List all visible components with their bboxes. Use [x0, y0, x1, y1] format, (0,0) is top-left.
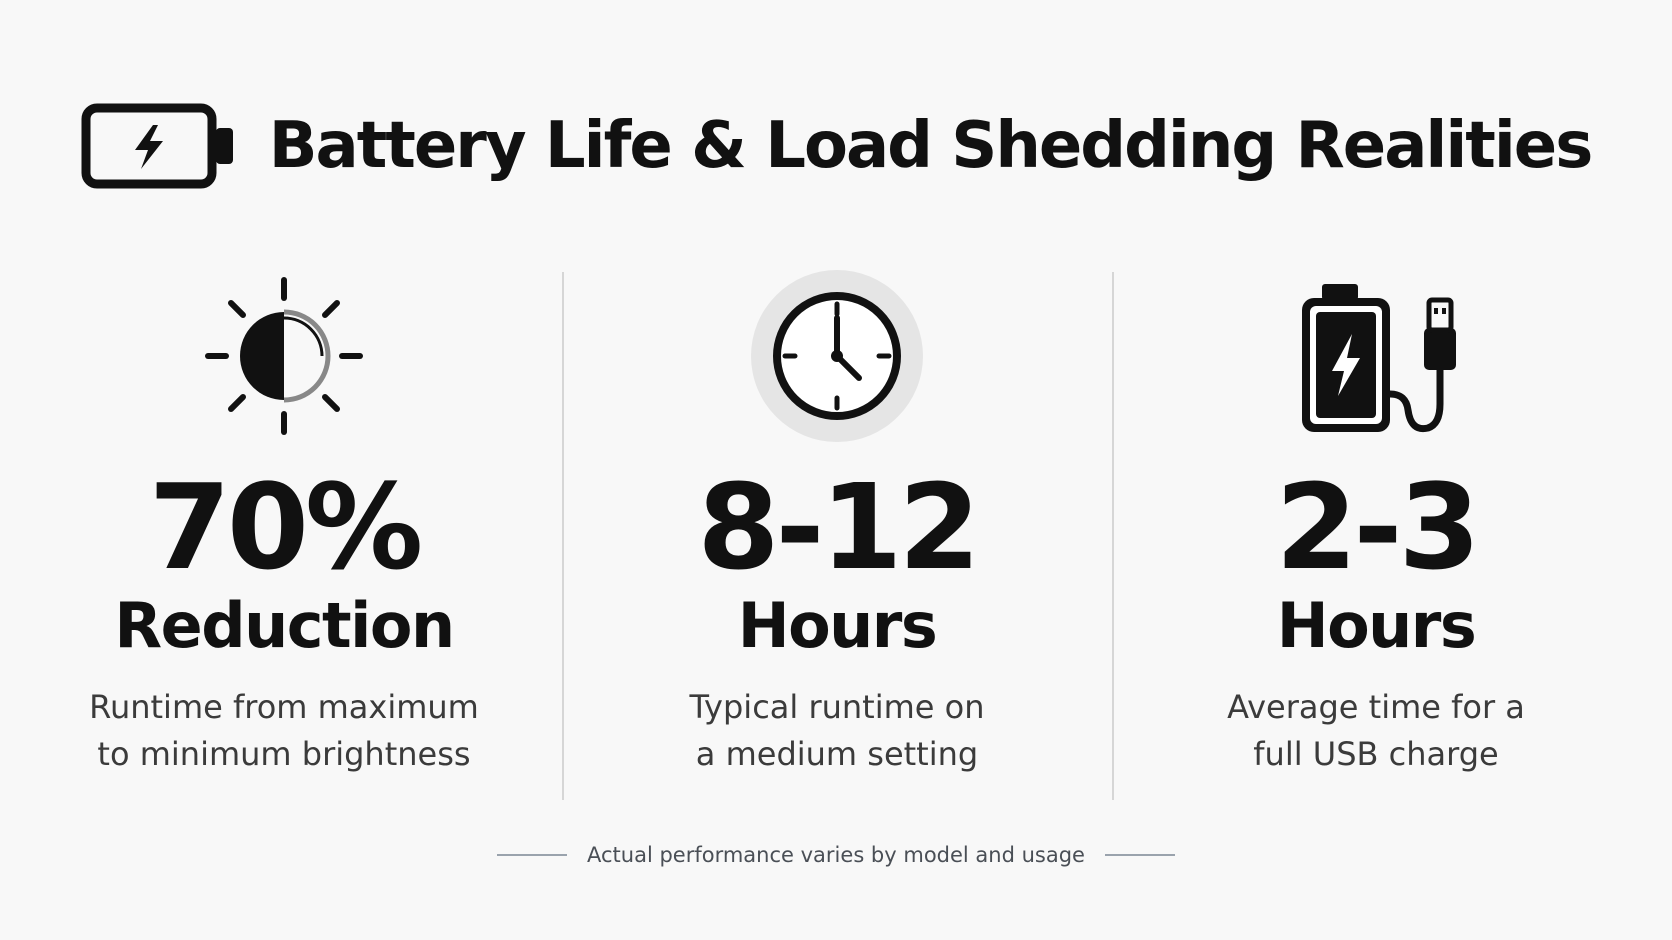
stat-unit: Reduction [114, 589, 455, 662]
stat-description-line: to minimum brightness [97, 735, 471, 773]
header: Battery Life & Load Shedding Realities [0, 96, 1672, 196]
stat-card-brightness: 70% Reduction Runtime from maximum to mi… [24, 272, 544, 800]
stat-description-line: full USB charge [1253, 735, 1499, 773]
stat-description: Runtime from maximum to minimum brightne… [24, 684, 544, 778]
footer-rule-right [1104, 854, 1175, 856]
stat-description-line: a medium setting [695, 735, 979, 773]
clock-icon [751, 270, 923, 446]
stat-description: Average time for a full USB charge [1116, 684, 1636, 778]
usb-charging-icon [1290, 276, 1462, 440]
stat-value: 70% [148, 458, 423, 596]
stat-description-line: Average time for a [1227, 688, 1525, 726]
stat-value: 2-3 [1275, 458, 1480, 596]
battery-charging-icon [81, 103, 239, 189]
footnote: Actual performance varies by model and u… [587, 843, 1085, 867]
column-divider [1112, 272, 1114, 800]
stat-value: 8-12 [697, 458, 980, 596]
stats-row: 70% Reduction Runtime from maximum to mi… [0, 270, 1672, 800]
stat-description-line: Runtime from maximum [89, 688, 479, 726]
stat-card-charging: 2-3 Hours Average time for a full USB ch… [1116, 272, 1636, 800]
stat-card-runtime: 8-12 Hours Typical runtime on a medium s… [577, 270, 1097, 800]
stat-unit: Hours [1276, 589, 1477, 662]
footer-rule-left [497, 854, 567, 856]
footer: Actual performance varies by model and u… [0, 840, 1672, 870]
stat-description-line: Typical runtime on [689, 688, 985, 726]
brightness-icon [198, 270, 370, 446]
stat-unit: Hours [737, 589, 938, 662]
stat-description: Typical runtime on a medium setting [577, 684, 1097, 778]
column-divider [562, 272, 564, 800]
page-title: Battery Life & Load Shedding Realities [268, 109, 1594, 183]
